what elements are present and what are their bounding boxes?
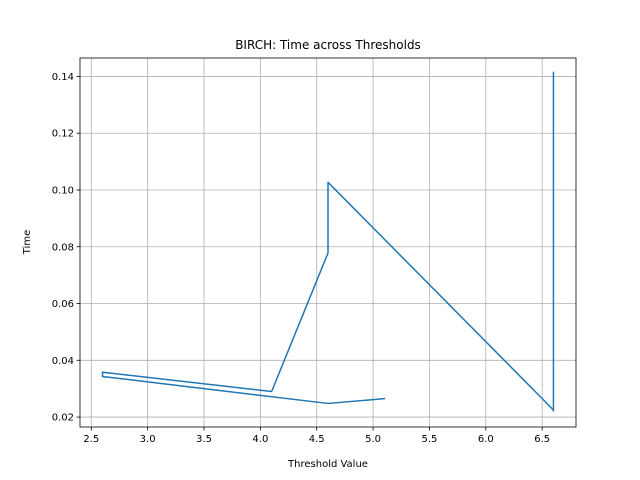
series-line (101, 71, 555, 412)
x-tick-label: 5.5 (422, 434, 438, 445)
y-axis-label: Time (22, 230, 33, 255)
y-tick-label: 0.14 (52, 72, 74, 83)
x-tick-label: 3.0 (140, 434, 156, 445)
chart-title: BIRCH: Time across Thresholds (235, 38, 421, 52)
y-tick-label: 0.02 (52, 413, 74, 424)
x-tick-label: 2.5 (83, 434, 99, 445)
ticks-layer: 2.5 3.0 3.5 4.0 4.5 5.0 5.5 6.0 6.5 0.02 0.04 0.06 0… (52, 72, 550, 445)
x-tick-label: 6.5 (534, 434, 550, 445)
x-tick-label: 4.5 (309, 434, 325, 445)
y-tick-label: 0.06 (52, 299, 74, 310)
x-tick-label: 4.0 (252, 434, 268, 445)
plot-frame (79, 57, 577, 428)
series-layer (101, 71, 555, 412)
y-tick-label: 0.10 (52, 185, 74, 196)
x-tick-label: 3.5 (196, 434, 212, 445)
x-tick-label: 6.0 (478, 434, 494, 445)
x-axis-label: Threshold Value (287, 459, 368, 470)
y-tick-label: 0.08 (52, 242, 74, 253)
y-tick-label: 0.04 (52, 356, 74, 367)
y-tick-label: 0.12 (52, 129, 74, 140)
x-tick-label: 5.0 (365, 434, 381, 445)
